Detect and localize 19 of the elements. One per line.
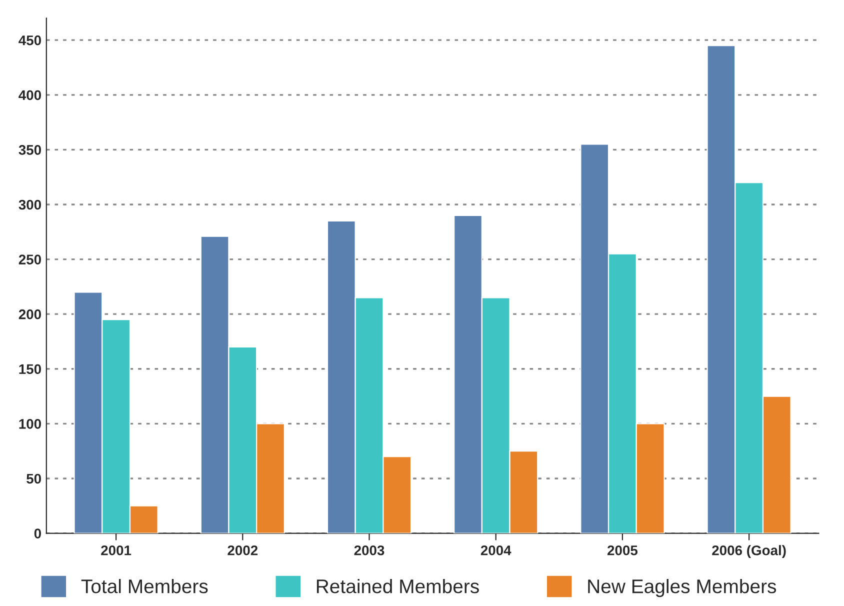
x-tick-label: 2005 — [607, 545, 638, 556]
legend-label: Total Members — [81, 578, 208, 594]
y-tick-label: 250 — [18, 254, 41, 264]
legend-label: Retained Members — [316, 578, 479, 594]
x-tick-label: 2001 — [101, 545, 132, 556]
x-tick-label: 2003 — [354, 545, 384, 556]
y-tick-label: 450 — [18, 35, 41, 46]
legend-label: New Eagles Members — [588, 578, 776, 598]
y-tick-label: 200 — [18, 309, 41, 320]
y-tick-label: 100 — [19, 419, 41, 429]
x-tick-label: 2002 — [228, 545, 258, 556]
x-tick-label: 2006 (Goal) — [712, 545, 786, 558]
y-tick-label: 150 — [19, 364, 41, 374]
y-tick-label: 50 — [26, 474, 41, 484]
y-tick-label: 350 — [18, 145, 41, 155]
y-tick-label: 0 — [34, 528, 41, 538]
x-tick-label: 2004 — [480, 545, 512, 556]
y-tick-label: 400 — [18, 90, 41, 100]
y-tick-label: 300 — [18, 200, 41, 210]
